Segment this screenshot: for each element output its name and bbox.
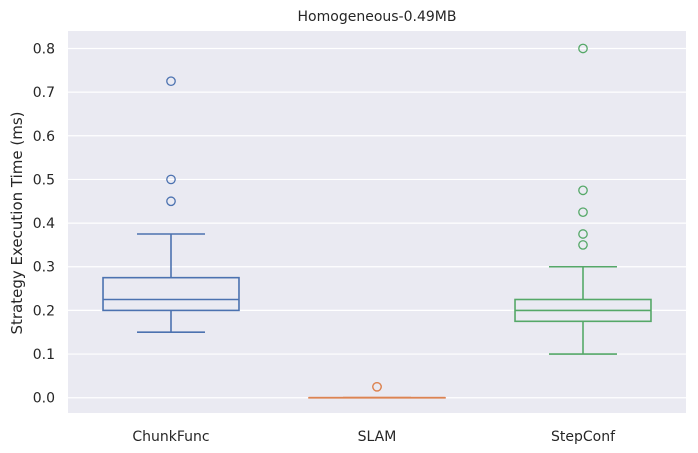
y-tick-label: 0.7: [33, 85, 55, 101]
y-tick-label: 0.6: [33, 129, 55, 145]
outlier-point: [166, 196, 176, 207]
outlier-point: [166, 174, 176, 185]
box-slam: [308, 381, 446, 399]
x-tick-label: SLAM: [358, 429, 397, 445]
y-tick-label: 0.5: [33, 172, 55, 188]
y-tick-label: 0.4: [33, 216, 55, 232]
outlier-point: [578, 43, 588, 54]
outlier-point: [578, 240, 588, 250]
y-tick-label: 0.0: [33, 391, 55, 407]
iqr-box: [102, 276, 240, 312]
y-tick-label: 0.8: [33, 41, 55, 57]
x-tick-label: StepConf: [551, 429, 616, 445]
outlier-point: [372, 381, 382, 392]
outlier-point: [578, 207, 588, 218]
box-stepconf: [514, 43, 652, 355]
outlier-point: [578, 185, 588, 196]
chart-title: Homogeneous-0.49MB: [298, 9, 457, 25]
y-tick-label: 0.2: [33, 303, 55, 319]
plot-area: [68, 31, 686, 413]
y-axis-ticks: 0.0 0.1 0.2 0.3 0.4 0.5 0.6 0.7 0.8: [33, 41, 55, 406]
x-tick-label: ChunkFunc: [132, 429, 209, 445]
y-axis-label: Strategy Execution Time (ms): [8, 111, 26, 334]
boxes: [102, 43, 652, 399]
box-chunkfunc: [102, 76, 240, 334]
x-axis-ticks: ChunkFunc SLAM StepConf: [132, 429, 616, 445]
outlier-point: [166, 76, 176, 87]
y-tick-label: 0.3: [33, 260, 55, 276]
outlier-point: [578, 229, 588, 239]
y-tick-label: 0.1: [33, 347, 55, 363]
